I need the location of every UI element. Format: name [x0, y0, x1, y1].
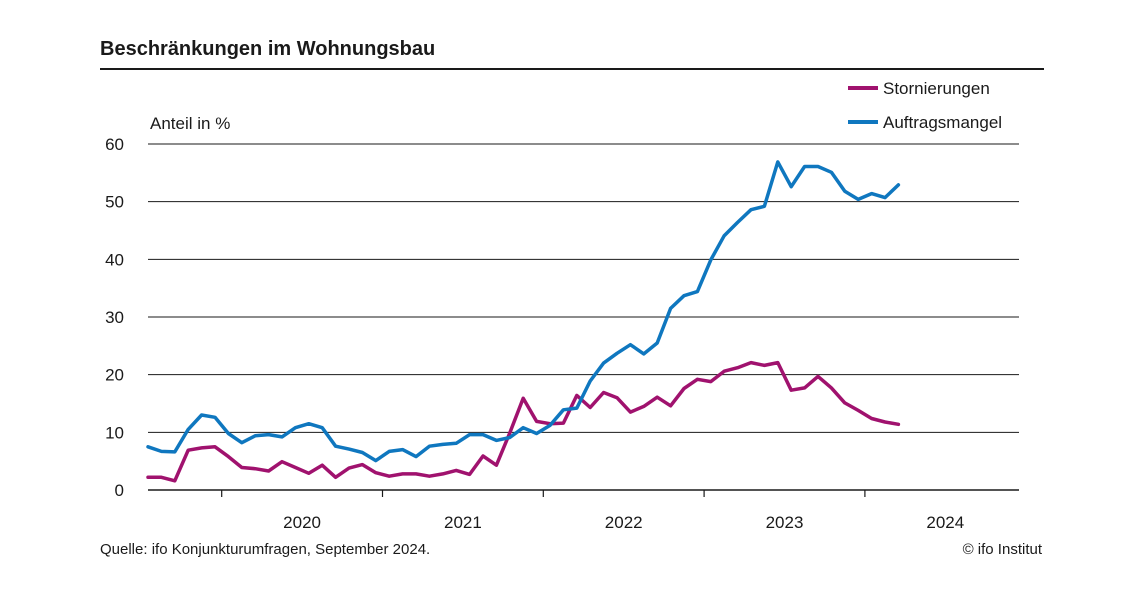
legend-label-stornierungen: Stornierungen: [883, 79, 990, 98]
x-tick-label-2023: 2023: [766, 513, 804, 532]
x-axis: 2020 2021 2022 2023 2024: [148, 489, 1019, 532]
y-axis-label: Anteil in %: [150, 114, 230, 133]
y-tick-label-30: 30: [105, 308, 124, 327]
copyright-note: © ifo Institut: [962, 541, 1042, 558]
legend-label-auftragsmangel: Auftragsmangel: [883, 113, 1002, 132]
x-tick-label-2020: 2020: [283, 513, 321, 532]
x-tick-label-2021: 2021: [444, 513, 482, 532]
y-tick-label-20: 20: [105, 366, 124, 385]
series-line-auftragsmangel: [146, 160, 901, 463]
source-note: Quelle: ifo Konjunkturumfragen, Septembe…: [100, 541, 431, 558]
series-lines: [146, 160, 901, 483]
y-tick-label-60: 60: [105, 135, 124, 154]
series-line-stornierungen: [146, 360, 901, 483]
y-tick-label-40: 40: [105, 250, 124, 269]
title-rule: [100, 68, 1044, 70]
x-tick-label-2024: 2024: [926, 513, 964, 532]
y-tick-label-50: 50: [105, 193, 124, 212]
y-tick-label-0: 0: [115, 481, 124, 500]
y-tick-label-10: 10: [105, 423, 124, 442]
legend: Stornierungen Auftragsmangel: [848, 79, 1002, 132]
chart-title: Beschränkungen im Wohnungsbau: [100, 38, 436, 60]
grid-lines: [148, 143, 1019, 433]
x-tick-label-2022: 2022: [605, 513, 643, 532]
y-axis-ticks: 0 10 20 30 40 50 60: [105, 135, 124, 500]
